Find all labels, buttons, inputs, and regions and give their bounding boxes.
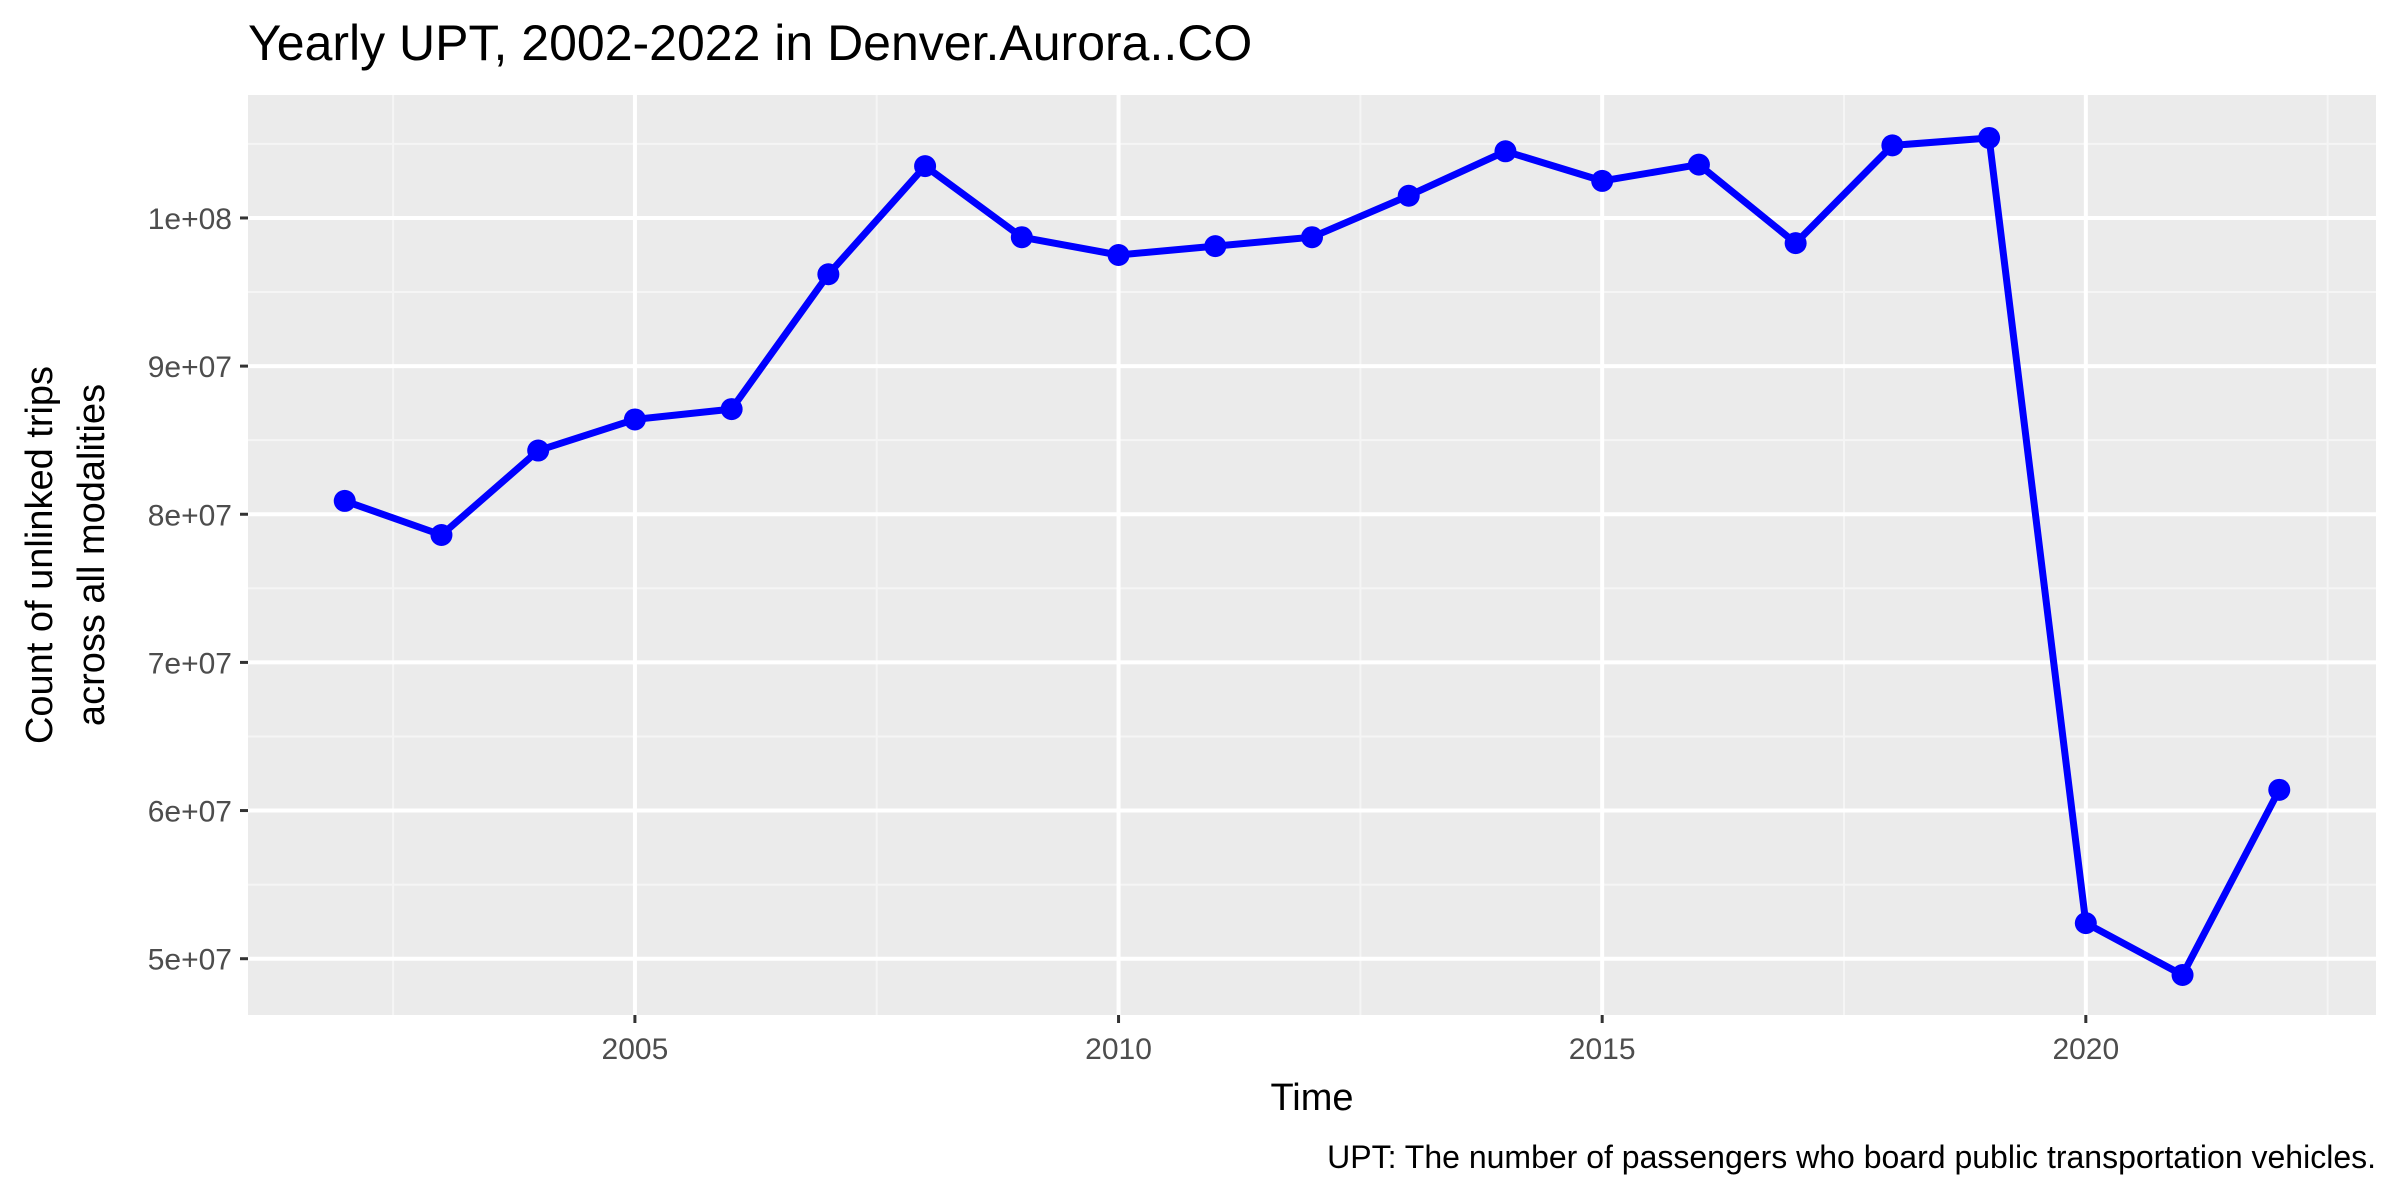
x-tick-label: 2015: [1569, 1033, 1636, 1066]
y-tick-label: 7e+07: [148, 647, 232, 680]
y-axis: 5e+07 6e+07 7e+07 8e+07 9e+07 1e+08: [148, 203, 248, 977]
y-axis-title-line-1: Count of unlinked trips: [19, 366, 61, 744]
data-point: [1301, 226, 1323, 249]
data-point: [720, 398, 743, 421]
data-point: [1204, 235, 1227, 258]
series-points: [333, 126, 2291, 986]
data-point: [1494, 140, 1517, 163]
chart-title: Yearly UPT, 2002-2022 in Denver.Aurora..…: [248, 15, 1252, 71]
data-point: [914, 155, 937, 178]
y-tick-label: 6e+07: [148, 796, 232, 829]
data-point: [430, 524, 453, 546]
x-tick-label: 2020: [2052, 1033, 2119, 1066]
data-point: [2171, 964, 2194, 986]
data-point: [333, 489, 356, 512]
y-tick-label: 9e+07: [148, 351, 232, 384]
x-tick-label: 2005: [602, 1033, 669, 1066]
data-point: [1010, 226, 1033, 249]
y-tick-label: 1e+08: [148, 203, 232, 236]
data-point: [623, 408, 646, 431]
data-point: [1107, 244, 1130, 266]
data-point: [2268, 778, 2291, 801]
data-point: [2074, 912, 2097, 935]
major-gridlines: [248, 95, 2376, 1015]
x-axis-title: Time: [1270, 1077, 1353, 1119]
y-axis-title-line-2: across all modalities: [71, 384, 113, 726]
data-point: [1978, 126, 2001, 149]
data-point: [1784, 232, 1807, 255]
data-point: [817, 263, 840, 286]
minor-gridlines: [248, 95, 2376, 1015]
plot-panel: [248, 95, 2376, 1015]
x-tick-label: 2010: [1085, 1033, 1152, 1066]
y-tick-label: 8e+07: [148, 499, 232, 532]
data-point: [1881, 134, 1904, 157]
data-point: [1591, 169, 1614, 192]
chart-caption: UPT: The number of passengers who board …: [1327, 1139, 2376, 1175]
data-point: [527, 439, 550, 462]
data-point: [1397, 184, 1420, 207]
y-tick-label: 5e+07: [148, 944, 232, 977]
data-point: [1687, 153, 1710, 176]
x-axis: 2005 2010 2015 2020: [602, 1015, 2119, 1066]
